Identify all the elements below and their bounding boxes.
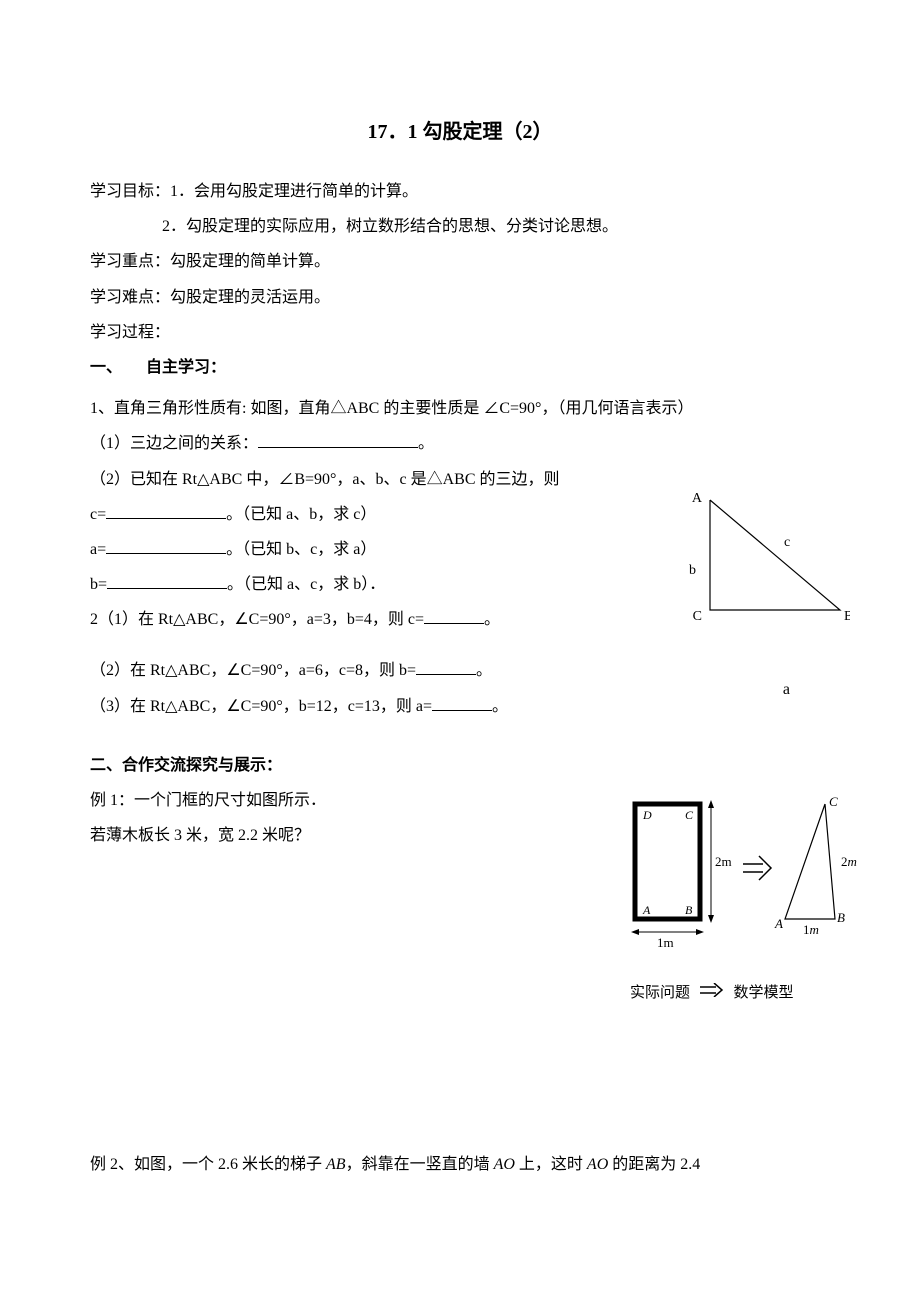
door-h-arrow-bot — [708, 915, 714, 923]
section-1: 一、 自主学习： — [90, 350, 830, 385]
diff-label: 学习难点： — [90, 289, 170, 306]
caption-arrow-icon — [700, 983, 724, 997]
q2-3: （3）在 Rt△ABC，∠C=90°，b=12，c=13，则 a= 。 — [90, 689, 830, 724]
door-w: 1m — [657, 935, 674, 950]
process-line: 学习过程： — [90, 315, 830, 350]
ex2-b: ，斜靠在一竖直的墙 — [346, 1156, 494, 1173]
section-2: 二、合作交流探究与展示： — [90, 748, 830, 783]
tri-c: c — [784, 535, 790, 550]
qb-a: b= — [90, 576, 107, 593]
ex2-ao2: AO — [587, 1156, 608, 1173]
door-svg: D C A B 2m 1m C A B 2m — [625, 794, 865, 964]
model-B: B — [837, 910, 845, 925]
process-label: 学习过程： — [90, 324, 170, 341]
ex2-ao: AO — [494, 1156, 515, 1173]
cap2: 数学模型 — [734, 985, 794, 1001]
q2-3a: （3）在 Rt△ABC，∠C=90°，b=12，c=13，则 a= — [90, 698, 432, 715]
q1-1a: （1）三边之间的关系： — [90, 435, 258, 452]
ex2-a: 例 2、如图，一个 2.6 米长的梯子 — [90, 1156, 326, 1173]
door-w-arrow-l — [631, 929, 639, 935]
door-figure: D C A B 2m 1m C A B 2m — [625, 794, 865, 1010]
focus-label: 学习重点： — [90, 253, 170, 270]
model-A: A — [774, 916, 783, 931]
q2-3b: 。 — [492, 698, 508, 715]
cap1: 实际问题 — [630, 985, 690, 1001]
blank-c — [106, 503, 226, 518]
model-triangle — [785, 804, 835, 919]
door-w-arrow-r — [696, 929, 704, 935]
door-A: A — [642, 903, 651, 917]
blank-a — [106, 538, 226, 553]
model-w: 1m — [803, 922, 819, 937]
goal-1: 1．会用勾股定理进行简单的计算。 — [170, 183, 418, 200]
blank-2-2 — [416, 660, 476, 675]
tri-b: b — [689, 563, 696, 578]
door-caption: 实际问题 数学模型 — [625, 977, 865, 1010]
q2-1a: 2（1）在 Rt△ABC，∠C=90°，a=3，b=4，则 c= — [90, 611, 424, 628]
qb-b: 。（已知 a、c，求 b）． — [227, 576, 385, 593]
diff-text: 勾股定理的灵活运用。 — [170, 289, 330, 306]
door-D: D — [642, 808, 652, 822]
goal-line-2: 2．勾股定理的实际应用，树立数形结合的思想、分类讨论思想。 — [90, 209, 830, 244]
door-C: C — [685, 808, 694, 822]
q2-2b: 。 — [476, 662, 492, 679]
qc-a: c= — [90, 506, 106, 523]
model-h: 2m — [841, 854, 857, 869]
tri-a-ext: a — [783, 672, 790, 707]
door-B: B — [685, 903, 693, 917]
spacer-2 — [90, 724, 830, 748]
blank-b — [107, 574, 227, 589]
triangle-outline — [710, 500, 840, 610]
q2-1b: 。 — [484, 611, 500, 628]
model-C: C — [829, 794, 838, 809]
ex2-c: 上，这时 — [515, 1156, 587, 1173]
q1: 1、直角三角形性质有: 如图，直角△ABC 的主要性质是 ∠C=90°，（用几何… — [90, 391, 830, 426]
goal-2: 2．勾股定理的实际应用，树立数形结合的思想、分类讨论思想。 — [162, 218, 618, 235]
q1-1b: 。 — [418, 435, 434, 452]
ex2-ab: AB — [326, 1156, 346, 1173]
tri-C: C — [693, 609, 702, 624]
blank-1 — [258, 433, 418, 448]
blank-2-3 — [432, 695, 492, 710]
door-h: 2m — [715, 854, 732, 869]
focus-text: 勾股定理的简单计算。 — [170, 253, 330, 270]
transform-arrow-icon — [743, 856, 771, 880]
qa-b: 。（已知 b、c，求 a） — [226, 541, 376, 558]
tri-B: B — [844, 609, 850, 624]
q1-1: （1）三边之间的关系： 。 — [90, 426, 830, 461]
door-h-arrow-top — [708, 800, 714, 808]
goal-line-1: 学习目标：1．会用勾股定理进行简单的计算。 — [90, 174, 830, 209]
qc-b: 。（已知 a、b，求 c） — [226, 506, 376, 523]
qa-a: a= — [90, 541, 106, 558]
blank-2-1 — [424, 609, 484, 624]
page-title: 17．1 勾股定理（2） — [90, 110, 830, 154]
triangle-figure: A C B b c — [680, 490, 850, 630]
tri-A: A — [692, 491, 703, 506]
goal-label: 学习目标： — [90, 183, 170, 200]
diff-line: 学习难点：勾股定理的灵活运用。 — [90, 280, 830, 315]
ex2: 例 2、如图，一个 2.6 米长的梯子 AB，斜靠在一竖直的墙 AO 上，这时 … — [90, 1147, 830, 1182]
ex2-d: 的距离为 2.4 — [608, 1156, 700, 1173]
q2-2a: （2）在 Rt△ABC，∠C=90°，a=6，c=8，则 b= — [90, 662, 416, 679]
q2-2: （2）在 Rt△ABC，∠C=90°，a=6，c=8，则 b= 。 — [90, 653, 830, 688]
spacer-1 — [90, 637, 830, 653]
focus-line: 学习重点：勾股定理的简单计算。 — [90, 244, 830, 279]
page: 17．1 勾股定理（2） 学习目标：1．会用勾股定理进行简单的计算。 2．勾股定… — [0, 0, 920, 1302]
